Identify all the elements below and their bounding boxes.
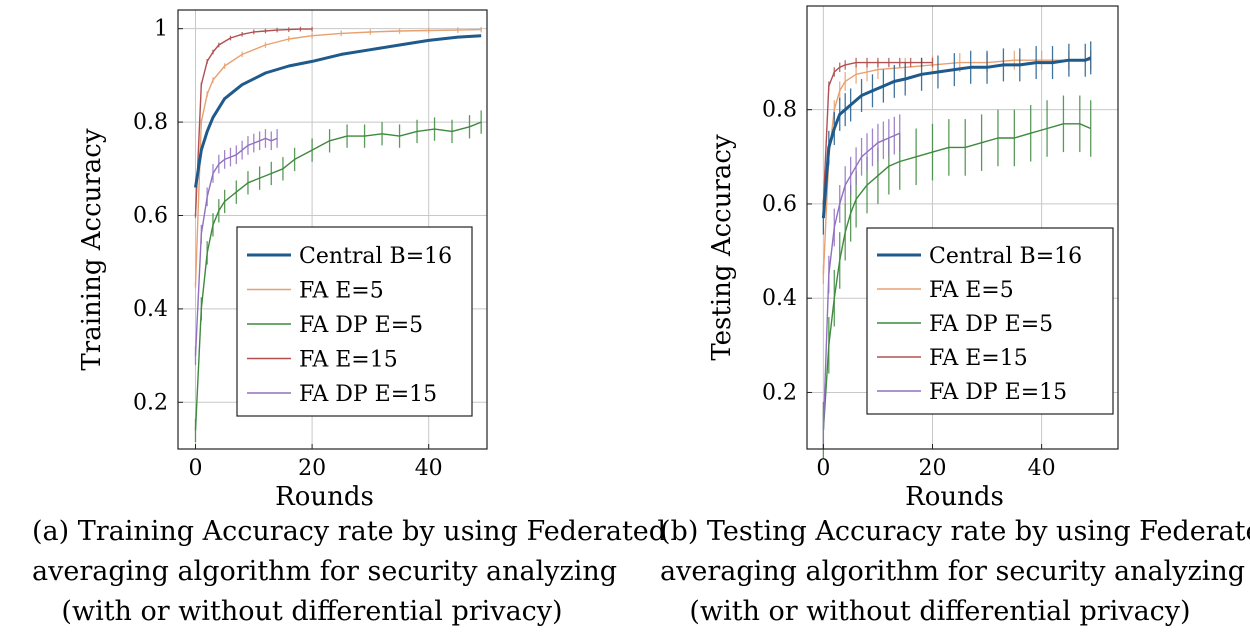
series-line [194,28,482,286]
caption-b-line-3: (with or without differential privacy) [689,596,1191,627]
legend-label: FA DP E=5 [929,312,1053,337]
series-fa-dp-e-15 [822,114,901,449]
x-tick-label: 20 [298,456,326,481]
legend-label: FA DP E=15 [299,382,437,407]
y-axis-label: Training Accuracy [77,128,107,370]
y-tick-label: 1 [154,17,168,42]
legend: Central B=16 FA E=5 FA DP E=5 FA E=15 FA DP … [236,226,473,417]
y-tick-label: 0.4 [762,286,797,311]
y-tick-label: 0.8 [133,110,168,135]
legend-label: FA DP E=5 [299,313,423,338]
series-line [194,28,313,216]
series-line [822,61,933,204]
x-tick-label: 20 [918,456,946,481]
y-tick-label: 0.4 [133,297,168,322]
series-line [822,132,901,431]
chart-panel-b: 0 20 40 0.2 0.4 0.6 0.8 Rounds Testing Accuracy C… [707,5,1119,512]
caption-b-line-1: (b) Testing Accuracy rate by using Feder… [660,516,1250,547]
legend-label: FA DP E=15 [929,380,1067,405]
legend-label: FA E=15 [929,346,1028,371]
x-axis-label: Rounds [275,482,374,512]
legend-label: FA E=5 [929,278,1014,303]
x-tick-label: 40 [415,456,443,481]
legend-box [866,227,1114,415]
chart-panel-a: 0 20 40 0.2 0.4 0.6 0.8 1 Rounds Training Accurac… [77,9,488,512]
legend-label: Central B=16 [929,244,1082,269]
series-fa-e-5 [194,26,482,289]
caption-a-line-2: averaging algorithm for security analyzi… [32,556,618,587]
legend-box [236,226,473,417]
series-line [194,121,482,431]
caption-a: (a) Training Accuracy rate by using Fede… [32,512,667,632]
y-tick-label: 0.2 [133,390,168,415]
legend: Central B=16 FA E=5 FA DP E=5 FA E=15 FA DP … [866,227,1114,415]
x-tick-label: 40 [1028,456,1056,481]
series-central-b-16 [821,41,1092,235]
x-tick-label: 0 [188,456,202,481]
series-fa-e-15 [194,26,313,218]
series-central-b-16 [194,34,482,188]
x-tick-label: 0 [816,456,830,481]
series-line [822,59,1091,275]
y-tick-label: 0.2 [762,380,797,405]
caption-b: (b) Testing Accuracy rate by using Feder… [660,512,1250,632]
legend-label: FA E=15 [299,348,398,373]
plot-frame [177,9,488,450]
caption-a-line-1: (a) Training Accuracy rate by using Fede… [32,516,667,547]
legend-label: FA E=5 [299,279,384,304]
series-fa-dp-e-5 [194,110,482,442]
series-line [822,123,1091,431]
caption-a-line-3: (with or without differential privacy) [61,596,563,627]
y-axis-label: Testing Accuracy [707,134,737,361]
y-tick-label: 0.6 [762,192,797,217]
series-fa-dp-e-15 [194,129,278,365]
plot-frame [806,5,1119,450]
series-line [194,34,482,188]
y-tick-label: 0.8 [762,98,797,123]
y-tick-label: 0.6 [133,203,168,228]
x-axis-label: Rounds [905,482,1004,512]
series-line [821,56,1092,219]
caption-b-line-2: averaging algorithm for security analyzi… [660,556,1246,587]
series-line [194,137,278,356]
legend-label: Central B=16 [299,244,452,269]
